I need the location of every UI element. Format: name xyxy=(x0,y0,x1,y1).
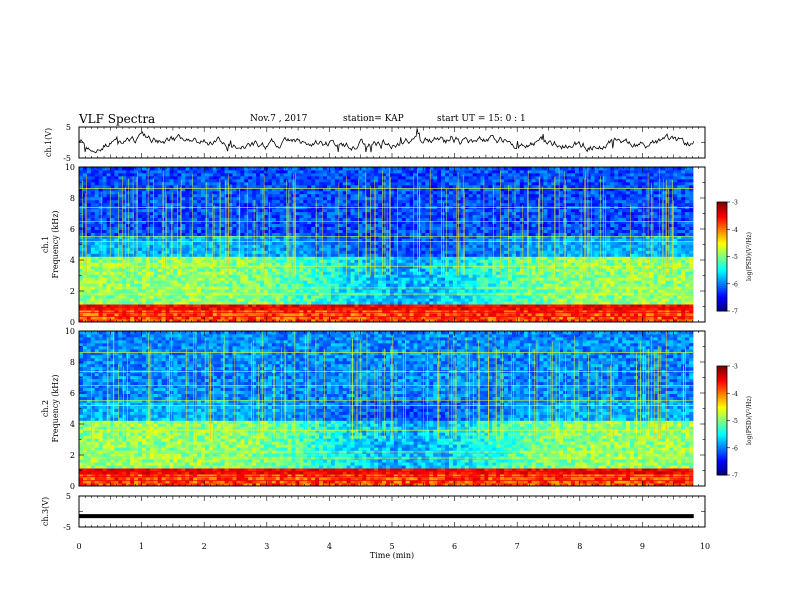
station-label: station= KAP xyxy=(343,114,404,124)
ch2-spectrogram-ytick: 8 xyxy=(70,358,75,367)
ch1-spectrogram-ylabel-channel: ch.1 xyxy=(41,236,50,253)
ch2-spectrogram-ytick: 6 xyxy=(70,389,75,398)
ch1-spectrogram-image xyxy=(79,167,694,323)
ch2-spectrogram-ylabel-channel: ch.2 xyxy=(41,400,50,417)
ch1-spectrogram-ytick: 4 xyxy=(70,256,75,265)
ch2-spectrogram-colorbar-tick: -5 xyxy=(732,418,738,425)
ch2-spectrogram-colorbar-tick: -4 xyxy=(732,391,738,398)
x-tick-label: 6 xyxy=(452,542,457,551)
ch1-spectrogram-colorbar-label: log(PSD)(V²/Hz) xyxy=(746,232,753,281)
ch2-spectrogram-ytick: 0 xyxy=(70,482,75,491)
ch1-spectrogram-ytick: 10 xyxy=(65,163,75,172)
ch2-spectrogram-image xyxy=(79,331,694,487)
ch1-waveform-ytick: -5 xyxy=(63,154,71,163)
x-tick-label: 2 xyxy=(202,542,207,551)
ch1-spectrogram-colorbar-tick: -4 xyxy=(732,227,738,234)
x-tick-label: 5 xyxy=(389,542,394,551)
ch2-spectrogram-ylabel: Frequency (kHz) xyxy=(51,374,60,442)
x-tick-label: 0 xyxy=(76,542,81,551)
ch3-waveform-ylabel: ch.3(V) xyxy=(41,497,50,526)
x-tick-label: 8 xyxy=(577,542,582,551)
start-time-label: start UT = 15: 0 : 1 xyxy=(437,114,526,124)
x-tick-label: 10 xyxy=(700,542,710,551)
ch1-spectrogram-ytick: 0 xyxy=(70,318,75,327)
plot-title: VLF Spectra xyxy=(79,112,156,126)
ch2-spectrogram-colorbar-label: log(PSD)(V²/Hz) xyxy=(746,396,753,445)
ch3-waveform-ytick: 5 xyxy=(66,492,71,501)
ch1-spectrogram-ytick: 6 xyxy=(70,225,75,234)
date-label: Nov.7 , 2017 xyxy=(250,114,308,124)
ch1-waveform-ylabel: ch.1(V) xyxy=(44,128,53,157)
ch2-spectrogram-ytick: 4 xyxy=(70,420,75,429)
ch2-spectrogram-colorbar-tick: -7 xyxy=(732,473,738,480)
ch2-spectrogram-colorbar-tick: -6 xyxy=(732,445,738,452)
ch1-spectrogram-ylabel: Frequency (kHz) xyxy=(51,210,60,278)
ch3-waveform-ytick: -5 xyxy=(63,523,71,532)
x-axis-label: Time (min) xyxy=(370,551,414,560)
x-tick-label: 9 xyxy=(640,542,645,551)
ch1-spectrogram-colorbar-tick: -7 xyxy=(732,309,738,316)
ch2-spectrogram-colorbar-tick: -3 xyxy=(732,364,738,371)
x-tick-label: 3 xyxy=(264,542,269,551)
ch1-waveform-ytick: 5 xyxy=(66,123,71,132)
x-tick-label: 7 xyxy=(515,542,520,551)
x-tick-label: 4 xyxy=(327,542,332,551)
x-tick-label: 1 xyxy=(139,542,144,551)
ch1-spectrogram-colorbar-tick: -6 xyxy=(732,281,738,288)
ch1-spectrogram-colorbar-tick: -5 xyxy=(732,254,738,261)
ch1-waveform-line xyxy=(78,128,695,154)
ch2-spectrogram-ytick: 2 xyxy=(70,451,75,460)
ch1-spectrogram-colorbar-tick: -3 xyxy=(732,200,738,207)
ch1-spectrogram-ytick: 2 xyxy=(70,287,75,296)
ch1-spectrogram-ytick: 8 xyxy=(70,194,75,203)
ch2-spectrogram-ytick: 10 xyxy=(65,327,75,336)
